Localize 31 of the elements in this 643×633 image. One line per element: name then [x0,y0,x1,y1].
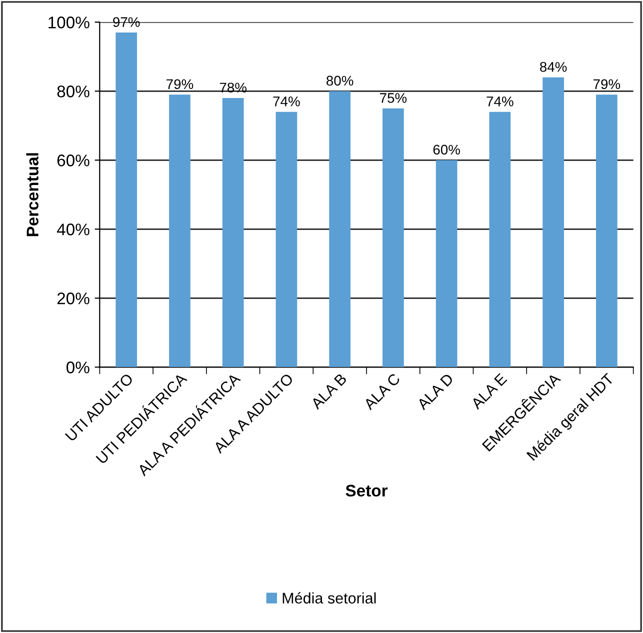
bar [542,77,564,368]
data-label: 74% [486,96,514,106]
bar [169,94,190,368]
bar [276,112,298,368]
y-tick-label: 60% [57,154,90,166]
data-label: 75% [380,93,407,103]
bar [329,91,350,368]
data-label: 84% [540,62,567,72]
x-tick-label: ALA C [362,372,401,411]
y-tick-label: 80% [57,86,90,98]
y-tick-label: 20% [57,292,90,304]
y-tick-label: 0% [66,362,90,374]
y-tick-label: 40% [56,224,90,236]
bar [596,94,618,368]
data-label: 74% [273,96,300,106]
data-label: 80% [326,76,354,86]
legend-label: Média setorial [282,592,376,604]
data-label: 79% [593,79,620,90]
data-label: 79% [166,79,194,90]
y-axis-title: Percentual [26,153,38,236]
bar [116,32,138,368]
bar [436,160,458,368]
bar [489,112,511,368]
data-label: 78% [220,82,246,93]
x-tick-label: ALA D [416,372,454,410]
bar [382,108,404,368]
y-tick-label: 100% [48,16,90,28]
x-tick-label: ALA B [310,372,348,410]
x-axis-title: Setor [346,484,388,497]
data-label: 60% [433,144,460,155]
bar [222,98,244,368]
